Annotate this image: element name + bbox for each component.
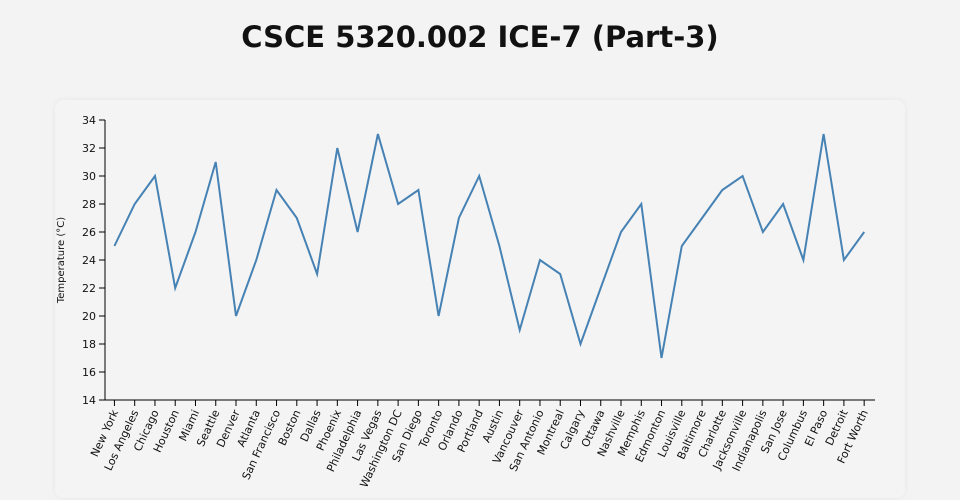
temperature-series-line <box>113 133 866 359</box>
y-axis: 14 16 18 20 22 24 26 28 30 32 34 <box>82 114 106 407</box>
chart-card: 14 16 18 20 22 24 26 28 30 32 34 New York Los Angel… <box>55 100 905 498</box>
y-tick-label: 16 <box>82 366 96 379</box>
page-title: CSCE 5320.002 ICE-7 (Part-3) <box>241 20 719 54</box>
y-tick-label: 24 <box>82 254 96 267</box>
y-tick-label: 14 <box>82 394 96 407</box>
y-tick-label: 22 <box>82 282 96 295</box>
y-tick-label: 20 <box>82 310 96 323</box>
y-tick-label: 28 <box>82 198 96 211</box>
y-tick-label: 18 <box>82 338 96 351</box>
y-tick-label: 34 <box>82 114 96 127</box>
y-axis-label: Temperature (°C) <box>56 217 67 304</box>
y-tick-label: 30 <box>82 170 96 183</box>
y-tick-label: 26 <box>82 226 96 239</box>
y-tick-label: 32 <box>82 142 96 155</box>
